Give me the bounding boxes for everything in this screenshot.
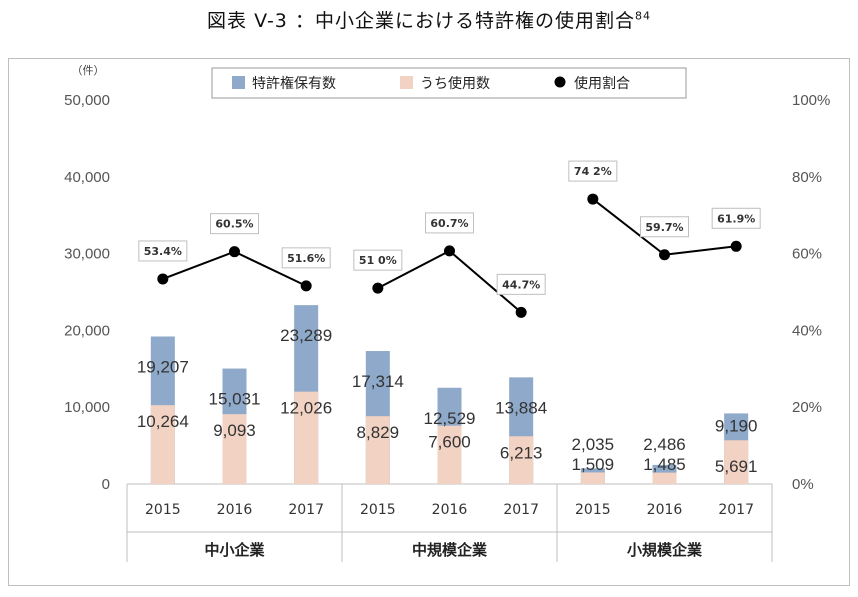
data-label-total: 9,190 [715, 416, 758, 435]
category-tick-label: 2017 [288, 502, 324, 518]
bar-used [509, 436, 534, 484]
bar-used [150, 405, 175, 484]
bar-used [724, 440, 749, 484]
rate-label: 61.9% [717, 212, 755, 225]
legend-box [211, 67, 687, 99]
rate-label: 53.4% [144, 245, 182, 258]
bar-used [437, 425, 462, 484]
rate-label-box [640, 216, 689, 238]
data-label-used: 7,600 [428, 433, 471, 452]
left-axis-tick: 40,000 [64, 169, 110, 186]
rate-label: 59.7% [645, 221, 683, 234]
rate-label-box [353, 249, 403, 271]
rate-label-box [138, 240, 188, 262]
data-label-total: 13,884 [495, 398, 547, 417]
bar-used [580, 472, 605, 484]
category-tick-label: 2015 [575, 502, 611, 518]
data-label-total: 19,207 [137, 357, 189, 376]
rate-point [157, 273, 169, 285]
rate-label-box [210, 213, 259, 235]
rate-label-box [281, 247, 331, 269]
rate-label-box [568, 160, 618, 182]
chart-frame [8, 58, 850, 586]
bar-used [652, 472, 677, 484]
footnote-mark: 84 [634, 9, 651, 23]
left-axis-tick: 50,000 [64, 92, 110, 109]
data-label-used: 12,026 [280, 399, 332, 418]
data-label-used: 10,264 [137, 412, 189, 431]
data-label-total: 12,529 [424, 409, 476, 428]
right-axis-tick: 20% [792, 399, 822, 416]
group-label: 小規模企業 [627, 541, 703, 559]
left-axis-unit: （件） [72, 64, 105, 77]
rate-point [300, 280, 312, 292]
bar-used [294, 391, 319, 484]
category-tick-label: 2017 [718, 502, 754, 518]
category-tick-label: 2016 [432, 502, 468, 518]
rate-label: 60.5% [215, 218, 253, 231]
rate-point [372, 282, 384, 294]
legend-label-total: 特許権保有数 [252, 75, 336, 92]
category-tick-label: 2017 [503, 502, 539, 518]
right-axis-tick: 100% [792, 92, 830, 109]
rate-label: 51 0% [359, 254, 397, 267]
rate-label-box [496, 273, 546, 295]
rate-point [659, 249, 670, 261]
right-axis-tick: 60% [792, 246, 822, 263]
rate-label-box [425, 212, 474, 234]
left-axis-tick: 10,000 [64, 399, 110, 416]
legend-swatch-used [400, 76, 413, 89]
legend-marker-rate [554, 76, 566, 88]
group-label: 中規模企業 [412, 541, 488, 559]
data-label-total: 15,031 [209, 390, 261, 409]
data-label-used: 5,691 [715, 457, 758, 476]
left-axis-tick: 0 [102, 476, 110, 493]
rate-point [730, 240, 742, 252]
legend-label-used: うち使用数 [420, 75, 490, 92]
data-label-used: 9,093 [213, 421, 256, 440]
group-label: 中小企業 [204, 541, 265, 559]
data-label-total: 2,486 [643, 435, 686, 454]
data-label-used: 1,485 [643, 455, 686, 474]
chart-title: 図表 V-3 ：中小企業における特許権の使用割合84 [207, 9, 651, 32]
rate-label: 51.6% [287, 252, 325, 265]
right-axis-tick: 0% [792, 476, 814, 493]
bar-used [222, 414, 247, 484]
data-label-total: 23,289 [280, 326, 332, 345]
right-axis-tick: 80% [792, 169, 822, 186]
rate-label: 74 2% [574, 165, 612, 178]
data-label-total: 17,314 [352, 372, 404, 391]
legend-swatch-total [232, 76, 245, 89]
left-axis-tick: 30,000 [64, 246, 110, 263]
bar-used [365, 416, 390, 484]
rate-label: 44.7% [502, 278, 540, 291]
rate-point [587, 193, 599, 205]
data-label-used: 1,509 [572, 455, 615, 474]
rate-point [444, 245, 455, 257]
category-tick-label: 2016 [217, 502, 253, 518]
category-tick-label: 2016 [647, 502, 683, 518]
rate-label-box [711, 207, 761, 229]
right-axis-tick: 40% [792, 322, 822, 339]
category-tick-label: 2015 [145, 502, 181, 518]
data-label-total: 2,035 [572, 435, 615, 454]
rate-label: 60.7% [430, 217, 468, 230]
legend-label-rate: 使用割合 [574, 75, 630, 92]
data-label-used: 6,213 [500, 443, 543, 462]
rate-point [229, 246, 240, 258]
left-axis-tick: 20,000 [64, 322, 110, 339]
category-tick-label: 2015 [360, 502, 396, 518]
data-label-used: 8,829 [357, 423, 400, 442]
rate-point [515, 306, 527, 318]
